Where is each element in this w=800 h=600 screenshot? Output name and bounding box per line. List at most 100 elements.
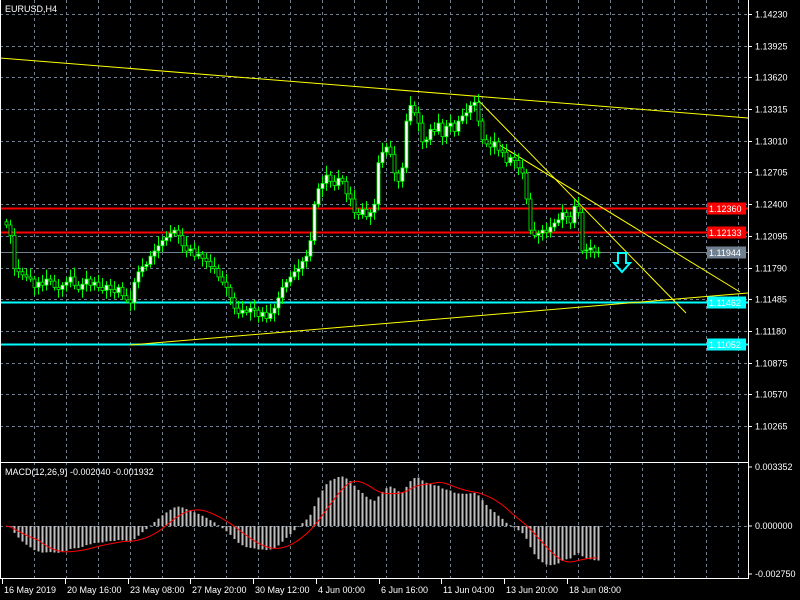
level-label-bg xyxy=(707,246,746,259)
candle-down xyxy=(4,221,9,226)
candle-up xyxy=(312,203,317,241)
trendline[interactable] xyxy=(477,99,687,314)
candle-up xyxy=(168,232,173,238)
level-label-bg xyxy=(707,338,746,351)
time-axis[interactable]: 16 May 2019 20 May 16:00 23 May 08:00 27 Ma… xyxy=(2,578,622,595)
candle-down xyxy=(500,149,505,153)
trendline[interactable] xyxy=(129,292,749,346)
price-tick-label: 1.12095 xyxy=(755,232,788,242)
price-axis[interactable]: 1.14230 1.13925 1.13620 1.13315 1.13010 1.127… xyxy=(748,10,796,580)
candle-up xyxy=(132,281,137,304)
candle-down xyxy=(412,105,417,114)
candle-down xyxy=(488,143,493,148)
candle-up xyxy=(196,253,201,257)
candle-down xyxy=(416,112,421,124)
candle-down xyxy=(16,268,21,273)
candle-down xyxy=(440,122,445,138)
time-label: 11 Jun 04:00 xyxy=(443,585,494,595)
price-tick-label: 1.11790 xyxy=(755,264,787,274)
candle-down xyxy=(580,212,585,252)
candle-up xyxy=(152,250,157,257)
candle-down xyxy=(100,286,105,291)
candle-up xyxy=(136,271,141,283)
candle-down xyxy=(528,198,533,231)
price-tick-label: 1.10265 xyxy=(755,422,788,432)
candle-up xyxy=(380,151,385,164)
candle-down xyxy=(420,122,425,143)
candle-up xyxy=(68,276,73,283)
candle-down xyxy=(40,281,45,286)
arrow-down-icon xyxy=(611,252,633,274)
candle-up xyxy=(444,125,449,138)
price-tick-label: 1.11180 xyxy=(755,327,786,337)
time-label: 13 Jun 20:00 xyxy=(506,585,558,595)
trendline[interactable] xyxy=(497,143,741,293)
candle-down xyxy=(524,172,529,200)
candle-down xyxy=(200,253,205,259)
candle-up xyxy=(540,229,545,234)
candle-down xyxy=(432,128,437,132)
candle-down xyxy=(120,286,125,297)
candle-up xyxy=(360,208,365,215)
trendlines[interactable] xyxy=(0,57,749,346)
candle-down xyxy=(520,167,525,174)
candle-down xyxy=(112,289,117,293)
level-label: 1.11944 xyxy=(709,248,741,258)
candle-up xyxy=(588,247,593,251)
candle-up xyxy=(44,278,49,286)
candle-up xyxy=(436,122,441,132)
candle-up xyxy=(336,177,341,186)
candle-down xyxy=(204,257,209,262)
level-label-bg xyxy=(707,296,746,309)
candle-down xyxy=(544,229,549,233)
candle-up xyxy=(64,281,69,286)
candle-down xyxy=(356,212,361,215)
candle-up xyxy=(172,229,177,234)
candle-up xyxy=(316,188,321,205)
candle-up xyxy=(376,162,381,205)
candle-up xyxy=(36,281,41,288)
level-label-bg xyxy=(707,202,746,215)
candle-up xyxy=(144,264,149,267)
level-label: 1.11462 xyxy=(709,298,741,308)
time-label: 16 May 2019 xyxy=(4,585,56,595)
candle-down xyxy=(228,286,233,299)
candle-down xyxy=(224,281,229,288)
candle-down xyxy=(252,307,257,311)
macd-signal-line xyxy=(5,480,599,563)
candle-down xyxy=(232,297,237,309)
candle-up xyxy=(104,284,109,291)
candle-down xyxy=(108,284,113,290)
candle-down xyxy=(96,281,101,288)
candle-down xyxy=(396,172,401,182)
candle-down xyxy=(20,271,25,276)
macd-tick-label: 0.000000 xyxy=(755,521,793,531)
candle-down xyxy=(344,180,349,195)
candle-up xyxy=(280,286,285,299)
candle-down xyxy=(516,160,521,169)
candle-down xyxy=(564,212,569,218)
level-label: 1.12360 xyxy=(709,204,742,214)
price-tick-label: 1.12400 xyxy=(755,200,788,210)
candle-up xyxy=(584,249,589,252)
price-tick-label: 1.13315 xyxy=(755,105,788,115)
candle-down xyxy=(212,266,217,270)
level-label: 1.12133 xyxy=(709,228,742,238)
candle-down xyxy=(388,146,393,155)
candle-up xyxy=(428,128,433,141)
candle-up xyxy=(548,226,553,233)
candle-down xyxy=(244,309,249,313)
candle-up xyxy=(556,219,561,224)
candle-down xyxy=(192,248,197,257)
candle-down xyxy=(504,151,509,164)
candle-down xyxy=(24,274,29,278)
price-tick-label: 1.13010 xyxy=(755,137,788,147)
candle-down xyxy=(512,157,517,161)
candle-up xyxy=(368,212,373,218)
candle-down xyxy=(176,229,181,236)
time-label: 30 May 12:00 xyxy=(255,585,310,595)
candle-up xyxy=(464,112,469,117)
macd-label: MACD(12,26,9) -0.002040 -0.001932 xyxy=(5,467,154,477)
trendline[interactable] xyxy=(0,57,749,119)
